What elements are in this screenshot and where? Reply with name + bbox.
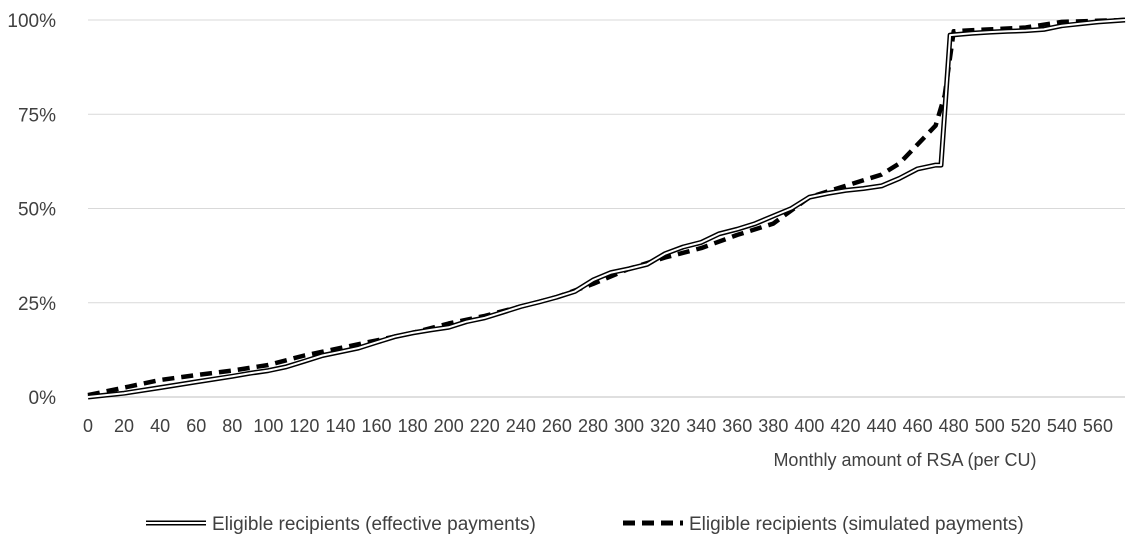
- x-tick-label: 400: [794, 416, 824, 436]
- legend-item-2: Eligible recipients (simulated payments): [623, 514, 1024, 535]
- x-tick-label: 420: [830, 416, 860, 436]
- x-tick-label: 60: [186, 416, 206, 436]
- series-line: [87, 17, 1126, 398]
- y-tick-label: 50%: [18, 200, 56, 221]
- series-2: [87, 17, 1126, 398]
- series-line-inner: [87, 19, 1126, 398]
- x-tick-label: 360: [722, 416, 752, 436]
- x-tick-label: 460: [903, 416, 933, 436]
- y-tick-label: 75%: [18, 105, 56, 126]
- x-tick-label: 520: [1011, 416, 1041, 436]
- x-tick-label: 320: [650, 416, 680, 436]
- legend-label: Eligible recipients (effective payments): [212, 514, 536, 535]
- x-tick-label: 480: [939, 416, 969, 436]
- x-tick-label: 0: [83, 416, 93, 436]
- x-tick-label: 80: [222, 416, 242, 436]
- y-tick-label: 0%: [29, 388, 57, 409]
- legend-item-1: Eligible recipients (effective payments): [146, 514, 536, 535]
- x-tick-label: 540: [1047, 416, 1077, 436]
- y-axis-tick-labels: 0% 25% 50% 75% 100%: [7, 11, 56, 409]
- x-tick-label: 180: [398, 416, 428, 436]
- x-tick-label: 120: [289, 416, 319, 436]
- x-tick-label: 160: [362, 416, 392, 436]
- x-tick-label: 440: [867, 416, 897, 436]
- x-tick-label: 260: [542, 416, 572, 436]
- x-tick-label: 100: [253, 416, 283, 436]
- x-tick-label: 200: [434, 416, 464, 436]
- y-tick-label: 100%: [7, 11, 56, 32]
- x-tick-label: 240: [506, 416, 536, 436]
- gridlines: [88, 19, 1125, 398]
- x-tick-label: 340: [686, 416, 716, 436]
- series-1: [87, 17, 1126, 400]
- legend: Eligible recipients (effective payments)…: [146, 514, 1024, 535]
- legend-label: Eligible recipients (simulated payments): [689, 514, 1024, 535]
- x-tick-label: 20: [114, 416, 134, 436]
- y-tick-label: 25%: [18, 294, 56, 315]
- series-lines: [87, 17, 1126, 400]
- x-axis-tick-labels: 0 20 40 60 80 100 120 140 160 180 200 220 240 260 280 3…: [83, 416, 1113, 436]
- x-tick-label: 300: [614, 416, 644, 436]
- x-tick-label: 140: [325, 416, 355, 436]
- x-tick-label: 500: [975, 416, 1005, 436]
- x-tick-label: 380: [758, 416, 788, 436]
- x-tick-label: 40: [150, 416, 170, 436]
- x-axis-label: Monthly amount of RSA (per CU): [773, 450, 1036, 470]
- x-tick-label: 280: [578, 416, 608, 436]
- x-tick-label: 560: [1083, 416, 1113, 436]
- x-tick-label: 220: [470, 416, 500, 436]
